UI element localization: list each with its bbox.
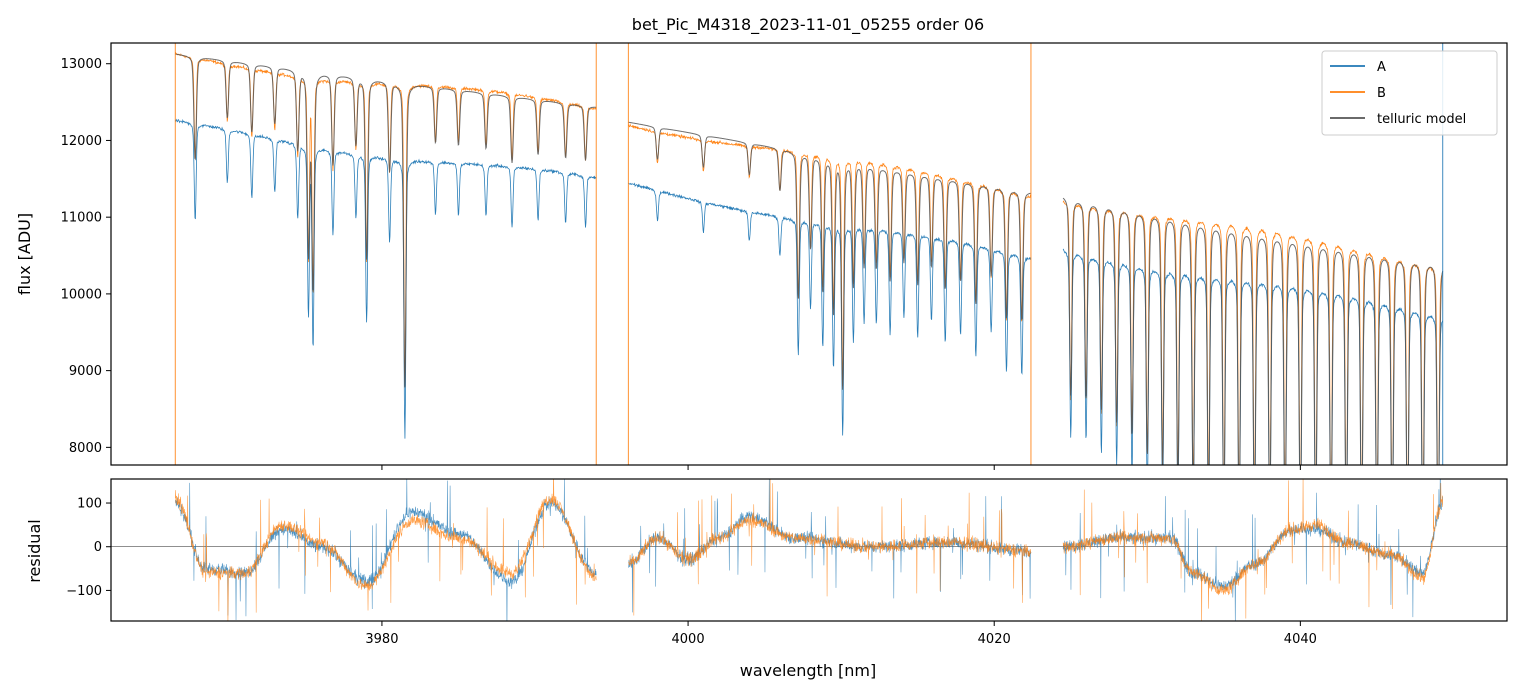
legend: A B telluric model: [1321, 50, 1498, 136]
residual-y-tick-label: −100: [66, 584, 102, 599]
flux-axes-frame: [110, 42, 1508, 466]
residual-series-a-seg-2: [1062, 479, 1443, 621]
x-tick-label: 4000: [672, 632, 705, 647]
flux-x-ticks: [381, 465, 1301, 470]
flux-y-tick-label: 9000: [69, 364, 102, 379]
x-tick-label: 3980: [365, 632, 398, 647]
legend-label-telluric-model: telluric model: [1377, 112, 1466, 127]
flux-y-tick-label: 13000: [61, 57, 102, 72]
residual-y-axis-label: residual: [25, 519, 44, 582]
flux-series-group: [174, 43, 1444, 465]
residual-series-a-seg-0: [175, 479, 597, 621]
series-telluric-model-line-seg-1: [628, 121, 1032, 390]
flux-y-tick-label: 11000: [61, 211, 102, 226]
flux-y-tick-label: 8000: [69, 441, 102, 456]
x-tick-label: 4040: [1284, 632, 1317, 647]
residual-series-b-seg-2: [1062, 479, 1443, 621]
flux-y-ticks: 8000 9000 10000 11000 12000 13000: [61, 57, 111, 456]
flux-y-tick-label: 10000: [61, 287, 102, 302]
residual-panel: −100 0 100 3980 4000 4020 4040 residual wavel…: [25, 478, 1508, 680]
series-b-line-seg-1: [628, 123, 1032, 387]
residual-axes-frame: [110, 478, 1508, 622]
residual-y-ticks: −100 0 100: [66, 497, 111, 599]
flux-y-tick-label: 12000: [61, 134, 102, 149]
series-a-line-seg-1: [628, 182, 1031, 436]
residual-y-tick-label: 0: [94, 540, 102, 555]
residual-series-group: [111, 479, 1507, 621]
flux-y-axis-label: flux [ADU]: [15, 213, 34, 295]
residual-series-a-seg-1: [628, 479, 1032, 613]
series-telluric-model-line-seg-0: [175, 53, 597, 387]
series-b-line-seg-0: [174, 51, 597, 388]
chart-title: bet_Pic_M4318_2023-11-01_05255 order 06: [632, 15, 984, 35]
series-a-line-seg-0: [174, 118, 597, 439]
residual-y-tick-label: 100: [77, 497, 102, 512]
legend-label-a: A: [1377, 60, 1386, 75]
legend-label-b: B: [1377, 86, 1386, 101]
residual-series-b-seg-1: [628, 479, 1032, 616]
x-axis-label: wavelength [nm]: [740, 661, 877, 680]
residual-series-b-seg-0: [175, 479, 597, 621]
x-tick-label: 4020: [978, 632, 1011, 647]
legend-box: [1321, 50, 1498, 136]
residual-x-ticks: 3980 4000 4020 4040: [365, 621, 1317, 647]
series-telluric-model-line-seg-2: [1062, 197, 1444, 465]
